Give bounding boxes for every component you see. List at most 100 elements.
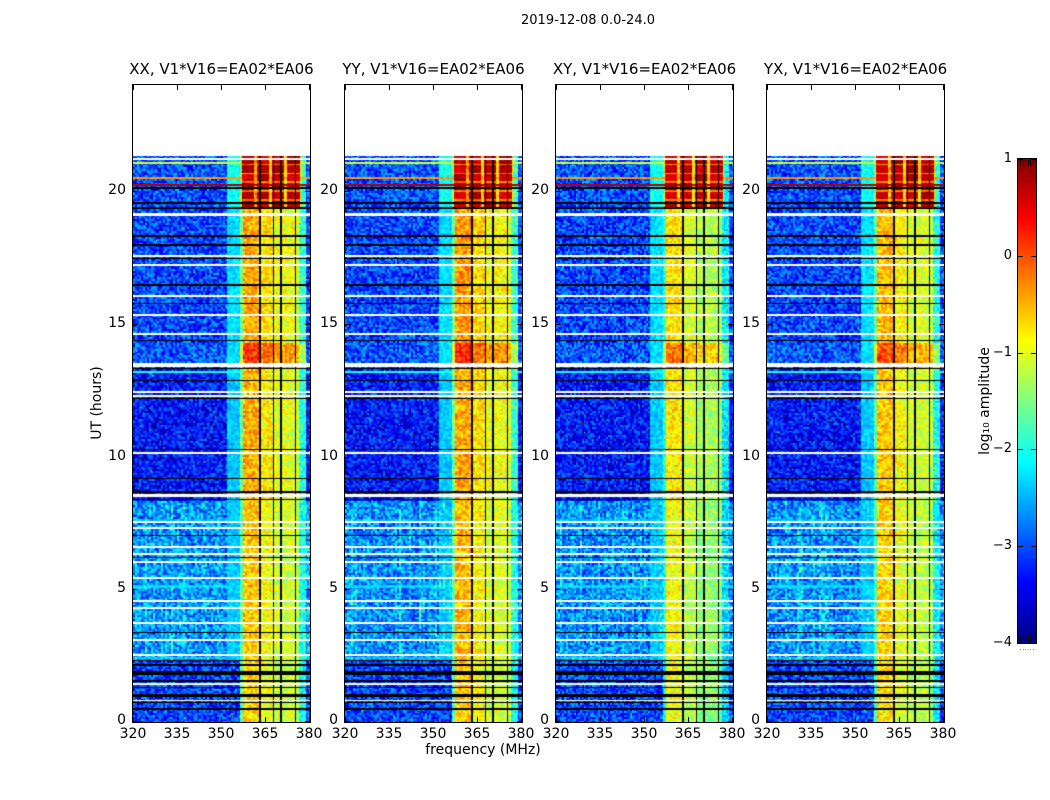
colorbar-minor-dot	[1022, 649, 1024, 650]
y-tick-mark	[767, 721, 772, 722]
y-tick-mark	[767, 191, 772, 192]
y-tick-mark	[517, 721, 522, 722]
y-tick-mark	[728, 589, 733, 590]
x-tick-label: 320	[753, 726, 781, 742]
x-tick-mark	[433, 717, 434, 722]
spectrogram-canvas-yy	[345, 85, 522, 722]
x-tick-mark	[309, 717, 310, 722]
y-tick-mark	[305, 589, 310, 590]
x-tick-mark	[899, 717, 900, 722]
x-tick-mark	[556, 717, 557, 722]
panel-title-yx: YX, V1*V16=EA02*EA06	[763, 60, 948, 78]
x-tick-label: 335	[797, 726, 825, 742]
x-tick-mark	[943, 85, 944, 90]
y-tick-mark	[305, 191, 310, 192]
colorbar-tick-mark	[1031, 159, 1036, 160]
x-tick-mark	[133, 717, 134, 722]
x-tick-label: 320	[542, 726, 570, 742]
x-tick-mark	[265, 85, 266, 90]
x-tick-label: 350	[207, 726, 235, 742]
y-tick-label: 15	[108, 315, 126, 331]
x-tick-label: 365	[251, 726, 279, 742]
y-tick-mark	[305, 457, 310, 458]
colorbar-tick-mark	[1031, 256, 1036, 257]
colorbar-tick-label: −1	[992, 345, 1012, 360]
colorbar-tick-mark	[1018, 546, 1023, 547]
colorbar-tick-label: 1	[1003, 151, 1012, 166]
y-tick-label: 0	[117, 712, 126, 728]
y-tick-mark	[556, 457, 561, 458]
colorbar-gradient	[1017, 158, 1037, 644]
x-tick-mark	[688, 85, 689, 90]
y-tick-mark	[728, 191, 733, 192]
y-tick-label: 5	[751, 580, 760, 596]
y-tick-mark	[133, 191, 138, 192]
x-tick-mark	[732, 717, 733, 722]
x-tick-mark	[600, 85, 601, 90]
axes-yy	[344, 84, 523, 723]
y-tick-mark	[767, 457, 772, 458]
colorbar-tick-mark	[1031, 449, 1036, 450]
x-tick-mark	[943, 717, 944, 722]
y-tick-mark	[305, 721, 310, 722]
y-tick-mark	[767, 589, 772, 590]
colorbar-minor-tick	[1030, 160, 1032, 166]
colorbar-tick-mark	[1031, 643, 1036, 644]
colorbar-label: log₁₀ amplitude	[977, 347, 993, 455]
y-tick-label: 5	[329, 580, 338, 596]
x-tick-mark	[688, 717, 689, 722]
x-tick-label: 380	[295, 726, 323, 742]
x-tick-mark	[221, 717, 222, 722]
spectrogram-canvas-xy	[556, 85, 733, 722]
y-tick-mark	[767, 324, 772, 325]
spectrogram-canvas-yx	[767, 85, 944, 722]
y-tick-label: 15	[531, 315, 549, 331]
y-tick-mark	[939, 457, 944, 458]
y-tick-mark	[517, 589, 522, 590]
x-tick-label: 335	[375, 726, 403, 742]
colorbar-minor-tick	[1022, 160, 1024, 166]
y-tick-mark	[728, 457, 733, 458]
y-tick-label: 15	[742, 315, 760, 331]
y-tick-mark	[556, 191, 561, 192]
y-tick-label: 15	[320, 315, 338, 331]
x-tick-label: 320	[119, 726, 147, 742]
y-tick-mark	[345, 457, 350, 458]
x-tick-mark	[433, 85, 434, 90]
colorbar-minor-tick	[1033, 160, 1034, 166]
x-tick-label: 350	[419, 726, 447, 742]
y-tick-mark	[345, 589, 350, 590]
x-tick-mark	[855, 85, 856, 90]
figure-title: 2019-12-08 0.0-24.0	[521, 13, 655, 28]
y-tick-mark	[517, 324, 522, 325]
y-tick-label: 0	[540, 712, 549, 728]
x-tick-mark	[345, 717, 346, 722]
x-tick-mark	[811, 717, 812, 722]
x-tick-mark	[644, 85, 645, 90]
y-tick-mark	[556, 589, 561, 590]
x-tick-mark	[600, 717, 601, 722]
y-tick-mark	[345, 191, 350, 192]
colorbar-minor-tick	[1027, 636, 1029, 642]
colorbar-minor-tick	[1020, 160, 1021, 166]
colorbar-tick-mark	[1031, 353, 1036, 354]
y-tick-mark	[728, 721, 733, 722]
colorbar-minor-tick	[1027, 160, 1029, 166]
colorbar-tick-mark	[1018, 353, 1023, 354]
x-tick-label: 335	[163, 726, 191, 742]
colorbar-tick-label: −3	[992, 538, 1012, 553]
y-tick-label: 10	[531, 448, 549, 464]
colorbar-minor-dot	[1027, 649, 1029, 650]
y-tick-label: 20	[108, 182, 126, 198]
y-tick-label: 5	[117, 580, 126, 596]
x-tick-mark	[732, 85, 733, 90]
colorbar-minor-dot	[1025, 649, 1027, 650]
y-axis-label: UT (hours)	[89, 366, 105, 440]
x-tick-mark	[177, 717, 178, 722]
spectrogram-canvas-xx	[133, 85, 310, 722]
x-tick-label: 350	[841, 726, 869, 742]
panel-title-xy: XY, V1*V16=EA02*EA06	[552, 60, 737, 78]
x-tick-mark	[477, 717, 478, 722]
x-tick-label: 380	[718, 726, 746, 742]
axes-yx	[766, 84, 945, 723]
